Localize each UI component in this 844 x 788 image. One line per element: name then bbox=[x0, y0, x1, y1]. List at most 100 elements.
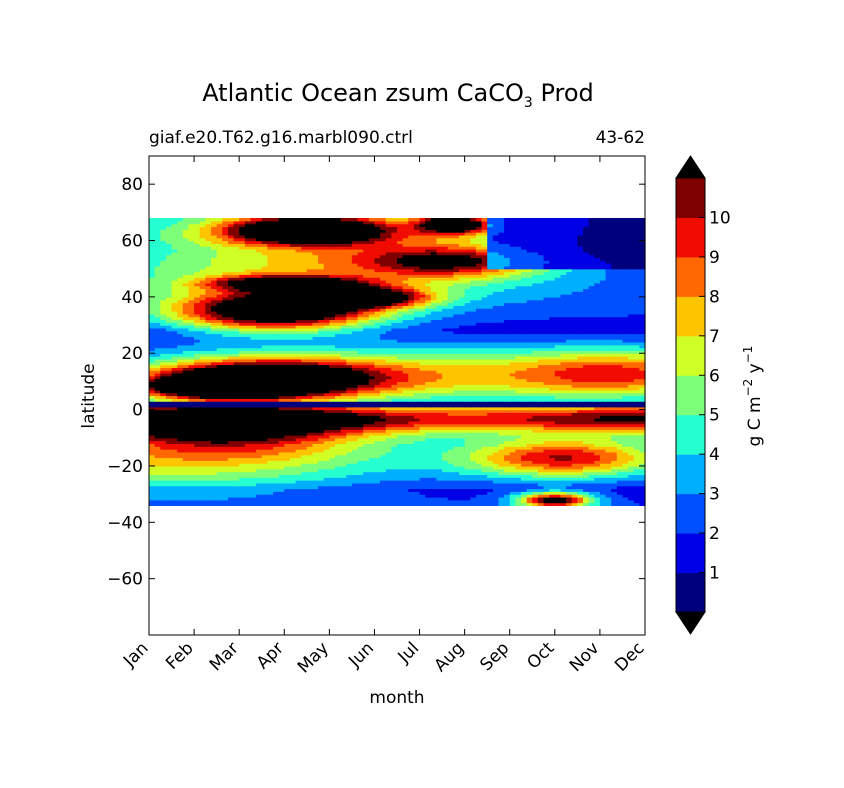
heatmap-cell bbox=[244, 403, 252, 408]
heatmap-cell bbox=[278, 389, 285, 394]
heatmap-cell bbox=[205, 434, 212, 439]
heatmap-cell bbox=[588, 384, 595, 388]
heatmap-cell bbox=[408, 494, 415, 498]
heatmap-cell bbox=[380, 344, 387, 349]
heatmap-cell bbox=[267, 446, 274, 450]
heatmap-cell bbox=[588, 415, 595, 419]
subtitle-right: 43-62 bbox=[596, 128, 645, 148]
heatmap-cell bbox=[605, 457, 612, 461]
heatmap-cell bbox=[447, 406, 454, 411]
heatmap-cell bbox=[459, 370, 466, 374]
heatmap-cell bbox=[599, 389, 607, 394]
heatmap-cell bbox=[351, 480, 359, 484]
heatmap-cell bbox=[273, 460, 280, 464]
heatmap-cell bbox=[549, 403, 556, 408]
heatmap-cell bbox=[549, 406, 556, 411]
heatmap-cell bbox=[628, 465, 635, 470]
heatmap-cell bbox=[504, 406, 511, 411]
heatmap-cell bbox=[419, 434, 426, 439]
heatmap-cell bbox=[554, 446, 562, 450]
heatmap-cell bbox=[194, 420, 201, 425]
heatmap-cell bbox=[351, 463, 359, 467]
heatmap-cell bbox=[171, 344, 178, 349]
heatmap-cell bbox=[628, 488, 635, 492]
heatmap-cell bbox=[250, 440, 257, 444]
heatmap-cell bbox=[273, 471, 280, 475]
heatmap-cell bbox=[442, 398, 449, 402]
heatmap-cell bbox=[413, 384, 421, 388]
heatmap-cell bbox=[425, 364, 432, 368]
heatmap-cell bbox=[199, 370, 206, 374]
heatmap-cell bbox=[402, 432, 409, 436]
heatmap-cell bbox=[351, 372, 359, 377]
heatmap-cell bbox=[481, 378, 488, 383]
heatmap-cell bbox=[425, 389, 432, 394]
heatmap-cell bbox=[481, 468, 488, 473]
heatmap-cell bbox=[560, 460, 567, 464]
heatmap-cell bbox=[633, 358, 640, 363]
heatmap-cell bbox=[160, 364, 167, 368]
heatmap-cell bbox=[261, 471, 268, 475]
heatmap-cell bbox=[391, 353, 398, 357]
heatmap-cell bbox=[509, 477, 516, 481]
heatmap-cell bbox=[177, 451, 184, 456]
heatmap-cell bbox=[633, 401, 640, 405]
heatmap-cell bbox=[160, 463, 167, 467]
heatmap-cell bbox=[380, 460, 387, 464]
heatmap-cell bbox=[554, 353, 562, 357]
heatmap-cell bbox=[216, 451, 223, 456]
heatmap-cell bbox=[633, 485, 640, 490]
heatmap-cell bbox=[244, 437, 252, 442]
heatmap-cell bbox=[554, 406, 562, 411]
heatmap-cell bbox=[177, 387, 184, 391]
heatmap-cell bbox=[521, 454, 528, 459]
heatmap-cell bbox=[599, 471, 607, 475]
heatmap-cell bbox=[554, 392, 562, 397]
heatmap-cell bbox=[453, 426, 460, 430]
heatmap-cell bbox=[583, 434, 590, 439]
heatmap-cell bbox=[199, 361, 206, 366]
heatmap-cell bbox=[380, 372, 387, 377]
heatmap-cell bbox=[227, 392, 235, 397]
heatmap-cell bbox=[492, 392, 500, 397]
heatmap-cell bbox=[560, 457, 567, 461]
heatmap-cell bbox=[459, 443, 466, 447]
heatmap-cell bbox=[543, 496, 550, 501]
heatmap-cell bbox=[284, 471, 291, 475]
heatmap-cell bbox=[284, 482, 291, 487]
heatmap-cell bbox=[447, 344, 454, 349]
heatmap-cell bbox=[453, 499, 460, 504]
heatmap-cell bbox=[199, 350, 206, 354]
heatmap-cell bbox=[295, 403, 302, 408]
heatmap-cell bbox=[436, 426, 443, 430]
heatmap-cell bbox=[549, 432, 556, 436]
heatmap-cell bbox=[340, 420, 347, 425]
heatmap-cell bbox=[571, 468, 578, 473]
heatmap-cell bbox=[368, 381, 376, 385]
heatmap-cell bbox=[363, 446, 370, 450]
heatmap-cell bbox=[391, 463, 398, 467]
heatmap-cell bbox=[515, 353, 522, 357]
heatmap-cell bbox=[374, 353, 381, 357]
heatmap-cell bbox=[447, 449, 454, 453]
heatmap-cell bbox=[177, 440, 184, 444]
heatmap-cell bbox=[182, 502, 190, 506]
heatmap-cell bbox=[549, 401, 556, 405]
heatmap-cell bbox=[453, 437, 460, 442]
heatmap-cell bbox=[464, 372, 471, 377]
heatmap-cell bbox=[459, 353, 466, 357]
heatmap-cell bbox=[165, 372, 173, 377]
heatmap-cell bbox=[509, 370, 516, 374]
heatmap-cell bbox=[549, 381, 556, 385]
heatmap-cell bbox=[611, 454, 618, 459]
heatmap-cell bbox=[368, 463, 376, 467]
heatmap-cell bbox=[227, 395, 235, 399]
heatmap-cell bbox=[611, 384, 618, 388]
heatmap-cell bbox=[154, 454, 161, 459]
heatmap-cell bbox=[171, 370, 178, 374]
heatmap-cell bbox=[571, 409, 578, 414]
heatmap-cell bbox=[216, 347, 223, 352]
heatmap-cell bbox=[577, 496, 584, 501]
heatmap-cell bbox=[227, 409, 235, 414]
heatmap-cell bbox=[284, 403, 291, 408]
